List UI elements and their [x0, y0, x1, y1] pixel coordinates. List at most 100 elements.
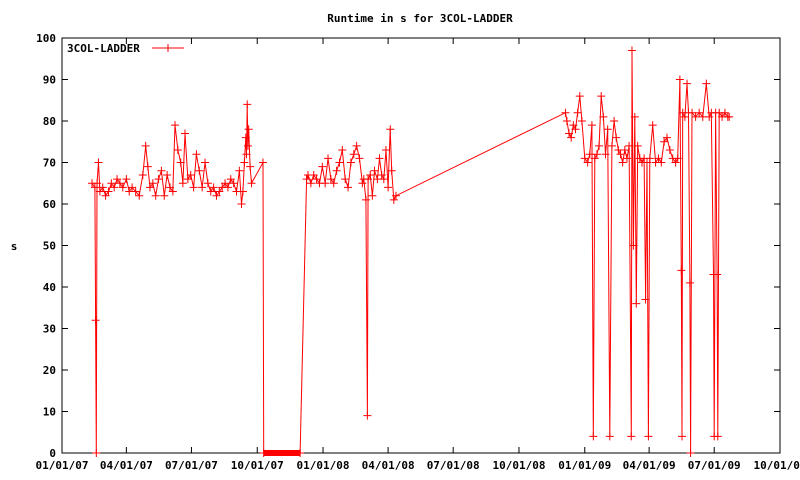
data-point — [145, 183, 154, 192]
data-point — [238, 187, 247, 196]
data-point — [324, 154, 333, 163]
data-point — [235, 166, 244, 175]
data-point — [675, 75, 684, 84]
data-point — [663, 133, 672, 142]
data-point — [612, 133, 621, 142]
data-point — [242, 150, 251, 159]
data-point — [620, 146, 629, 155]
data-point — [391, 191, 400, 200]
data-point — [389, 195, 398, 204]
data-point — [363, 411, 372, 420]
data-point — [178, 179, 187, 188]
data-point — [671, 158, 680, 167]
data-point — [695, 108, 704, 117]
data-point — [107, 179, 116, 188]
data-point — [160, 191, 169, 200]
data-point — [138, 170, 147, 179]
data-point — [366, 170, 375, 179]
data-point — [349, 150, 358, 159]
x-axis: 01/01/07 04/01/07 07/01/07 10/01/07 01/01/08… — [36, 38, 800, 472]
data-point — [128, 183, 137, 192]
data-point — [246, 162, 255, 171]
data-point — [592, 150, 601, 159]
data-point — [705, 112, 714, 121]
data-point — [341, 175, 350, 184]
data-point — [585, 150, 594, 159]
y-tick-label: 10 — [43, 406, 56, 419]
data-point — [244, 125, 253, 134]
data-point — [186, 170, 195, 179]
y-tick-label: 30 — [43, 323, 56, 336]
legend-label: 3COL-LADDER — [67, 42, 140, 55]
x-tick-label: 10/01/09 — [754, 459, 800, 472]
data-point — [644, 432, 653, 441]
y-tick-label: 20 — [43, 364, 56, 377]
data-point — [589, 432, 598, 441]
y-tick-label: 70 — [43, 157, 56, 170]
data-point — [302, 175, 311, 184]
data-point — [386, 125, 395, 134]
data-point — [665, 146, 674, 155]
data-point — [223, 183, 232, 192]
data-point — [688, 108, 697, 117]
data-point — [384, 183, 393, 192]
legend-plus-icon — [164, 44, 172, 52]
data-point — [94, 158, 103, 167]
data-point — [377, 170, 386, 179]
data-point — [583, 158, 592, 167]
data-point — [691, 112, 700, 121]
data-point — [195, 166, 204, 175]
data-point — [702, 79, 711, 88]
data-point — [599, 112, 608, 121]
data-point — [338, 146, 347, 155]
y-tick-label: 90 — [43, 74, 56, 87]
data-point — [677, 266, 686, 275]
data-point — [678, 432, 687, 441]
data-point — [93, 179, 102, 188]
data-point — [618, 158, 627, 167]
data-point — [627, 46, 636, 55]
data-point — [561, 108, 570, 117]
y-tick-label: 100 — [36, 32, 56, 45]
data-point — [110, 183, 119, 192]
data-point — [247, 179, 256, 188]
data-point — [361, 195, 370, 204]
data-point — [654, 154, 663, 163]
data-point — [95, 187, 104, 196]
data-point — [605, 432, 614, 441]
data-point — [603, 125, 612, 134]
data-point — [577, 117, 586, 125]
x-tick-label: 01/01/08 — [297, 459, 350, 472]
data-point — [237, 200, 246, 208]
data-point — [370, 166, 379, 175]
y-tick-label: 50 — [43, 240, 56, 253]
data-point — [641, 295, 650, 304]
data-point — [569, 121, 578, 130]
x-tick-label: 07/01/08 — [427, 459, 480, 472]
data-point — [355, 154, 364, 163]
data-point — [183, 175, 192, 184]
data-point — [629, 241, 638, 250]
data-point — [329, 179, 338, 188]
data-point — [595, 141, 604, 150]
data-point — [597, 92, 606, 101]
data-point — [241, 133, 250, 142]
data-point — [332, 166, 341, 175]
data-point — [657, 158, 666, 167]
data-point — [163, 170, 172, 179]
legend: 3COL-LADDER — [67, 42, 184, 55]
data-point — [226, 175, 235, 184]
data-point — [118, 183, 127, 192]
data-point — [258, 158, 267, 167]
y-tick-label: 40 — [43, 281, 56, 294]
data-point — [326, 175, 335, 184]
x-tick-label: 04/01/08 — [362, 459, 415, 472]
data-point — [168, 187, 177, 196]
x-tick-label: 07/01/07 — [165, 459, 218, 472]
y-tick-label: 0 — [49, 447, 56, 460]
data-point — [201, 158, 210, 167]
y-axis: 0 10 20 30 40 50 60 70 80 90 100 — [36, 32, 780, 460]
data-point — [683, 79, 692, 88]
data-point — [660, 137, 669, 146]
data-point — [590, 154, 599, 163]
